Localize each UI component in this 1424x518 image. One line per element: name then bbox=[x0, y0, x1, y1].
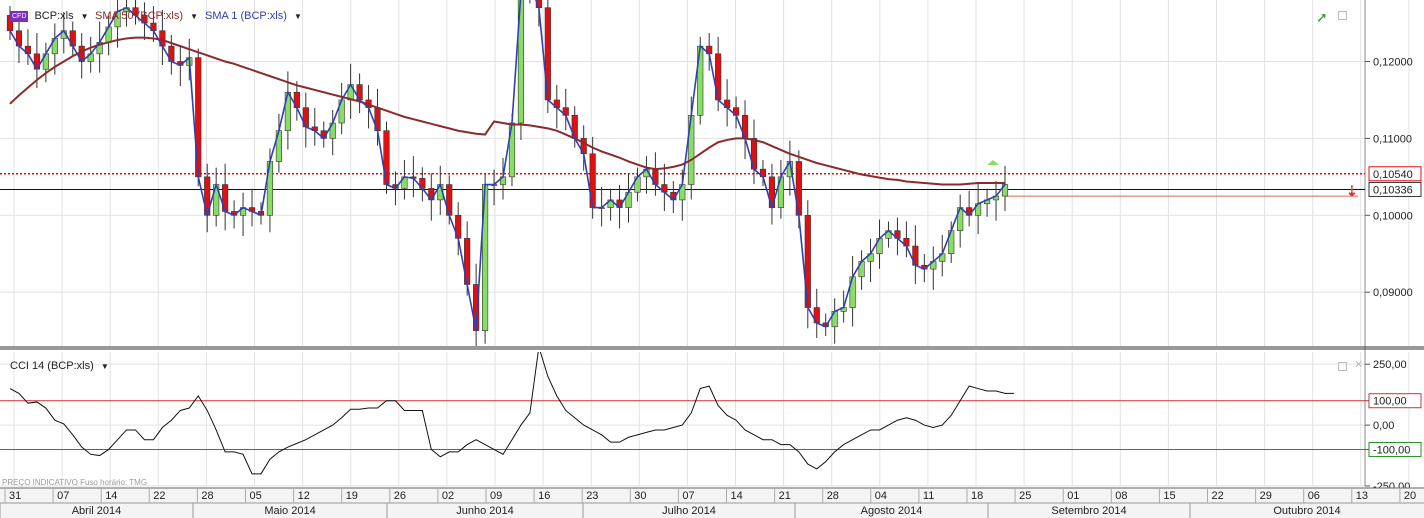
chevron-down-icon[interactable]: ▼ bbox=[100, 362, 109, 371]
month-label: Agosto 2014 bbox=[861, 505, 923, 517]
candle-bull bbox=[517, 0, 525, 124]
day-label: 02 bbox=[442, 490, 454, 502]
maximize-icon[interactable] bbox=[1338, 362, 1347, 371]
month-label: Maio 2014 bbox=[264, 505, 315, 517]
cci-tick-label: -100,00 bbox=[1373, 444, 1410, 456]
day-label: 28 bbox=[201, 490, 213, 502]
cci-tick-label: 250,00 bbox=[1373, 359, 1407, 371]
cci-tag-box bbox=[1368, 393, 1422, 409]
price-series bbox=[6, 0, 1009, 346]
day-label: 07 bbox=[57, 490, 69, 502]
month-label: Setembro 2014 bbox=[1051, 505, 1126, 517]
current-price-label: 0,10540 bbox=[1373, 169, 1413, 181]
day-label: 12 bbox=[298, 490, 310, 502]
day-label: 22 bbox=[1212, 490, 1224, 502]
day-label: 29 bbox=[1260, 490, 1272, 502]
sma1-label: SMA 1 (BCP:xls) bbox=[205, 10, 287, 22]
cci-label: CCI 14 (BCP:xls) bbox=[10, 360, 94, 372]
day-label: 13 bbox=[1356, 490, 1368, 502]
cci-line bbox=[9, 352, 1014, 475]
day-label: 11 bbox=[923, 490, 934, 502]
day-label: 21 bbox=[779, 490, 791, 502]
cfd-badge: CFD bbox=[10, 10, 29, 22]
sma1-line bbox=[9, 0, 1006, 331]
chevron-down-icon[interactable]: ▼ bbox=[80, 12, 89, 21]
day-label: 05 bbox=[250, 490, 262, 502]
day-label: 25 bbox=[1019, 490, 1031, 502]
chevron-down-icon[interactable]: ▼ bbox=[293, 12, 302, 21]
day-label: 20 bbox=[1404, 490, 1416, 502]
close-icon[interactable]: ✕ bbox=[1354, 359, 1364, 371]
day-label: 16 bbox=[538, 490, 550, 502]
day-label: 22 bbox=[153, 490, 165, 502]
day-label: 23 bbox=[586, 490, 598, 502]
sma50-legend[interactable]: SMA 50 (BCP:xls) ▼ bbox=[95, 10, 198, 22]
cci-series bbox=[9, 352, 1014, 475]
day-label: 30 bbox=[634, 490, 646, 502]
y-tick-label: 0,11000 bbox=[1373, 133, 1412, 145]
day-label: 14 bbox=[731, 490, 743, 502]
cci-tick-label: 0,00 bbox=[1373, 420, 1394, 432]
symbol-label: BCP:xls bbox=[34, 10, 74, 22]
day-label: 28 bbox=[827, 490, 839, 502]
day-label: 19 bbox=[346, 490, 358, 502]
day-label: 26 bbox=[394, 490, 406, 502]
day-label: 15 bbox=[1163, 490, 1175, 502]
signal-marker bbox=[987, 160, 999, 165]
month-label: Abril 2014 bbox=[72, 505, 122, 517]
day-label: 09 bbox=[490, 490, 502, 502]
month-label: Julho 2014 bbox=[662, 505, 716, 517]
footer-note: PREÇO INDICATIVO Fuso horário: TMG bbox=[2, 478, 148, 487]
month-label: Outubro 2014 bbox=[1273, 505, 1340, 517]
day-label: 07 bbox=[682, 490, 694, 502]
symbol-legend[interactable]: CFD BCP:xls ▼ bbox=[10, 10, 89, 22]
day-label: 06 bbox=[1308, 490, 1320, 502]
cci-tick-label: 100,00 bbox=[1373, 396, 1407, 408]
day-label: 04 bbox=[875, 490, 887, 502]
cci-tag-box bbox=[1368, 441, 1422, 457]
y-tick-label: 0,10000 bbox=[1373, 210, 1413, 222]
ref-price-label: 0,10336 bbox=[1373, 184, 1413, 196]
day-label: 01 bbox=[1067, 490, 1079, 502]
alert-arrow-icon[interactable]: ⇣ bbox=[1346, 183, 1358, 199]
day-label: 14 bbox=[105, 490, 117, 502]
current-price-label-box bbox=[1368, 166, 1422, 182]
maximize-icon[interactable] bbox=[1338, 11, 1347, 20]
day-label: 08 bbox=[1115, 490, 1127, 502]
cci-legend[interactable]: CCI 14 (BCP:xls) ▼ bbox=[10, 360, 109, 372]
day-label: 18 bbox=[971, 490, 983, 502]
sma1-legend[interactable]: SMA 1 (BCP:xls) ▼ bbox=[205, 10, 302, 22]
sma50-label: SMA 50 (BCP:xls) bbox=[95, 10, 184, 22]
ref-price-label-box bbox=[1368, 181, 1422, 197]
chevron-down-icon[interactable]: ▼ bbox=[190, 12, 199, 21]
sma50-line bbox=[9, 36, 1005, 186]
y-tick-label: 0,09000 bbox=[1373, 287, 1413, 299]
month-label: Junho 2014 bbox=[456, 505, 514, 517]
day-label: 31 bbox=[9, 490, 21, 502]
y-tick-label: 0,12000 bbox=[1373, 57, 1413, 69]
trend-arrow-icon[interactable]: ➚ bbox=[1316, 9, 1328, 25]
